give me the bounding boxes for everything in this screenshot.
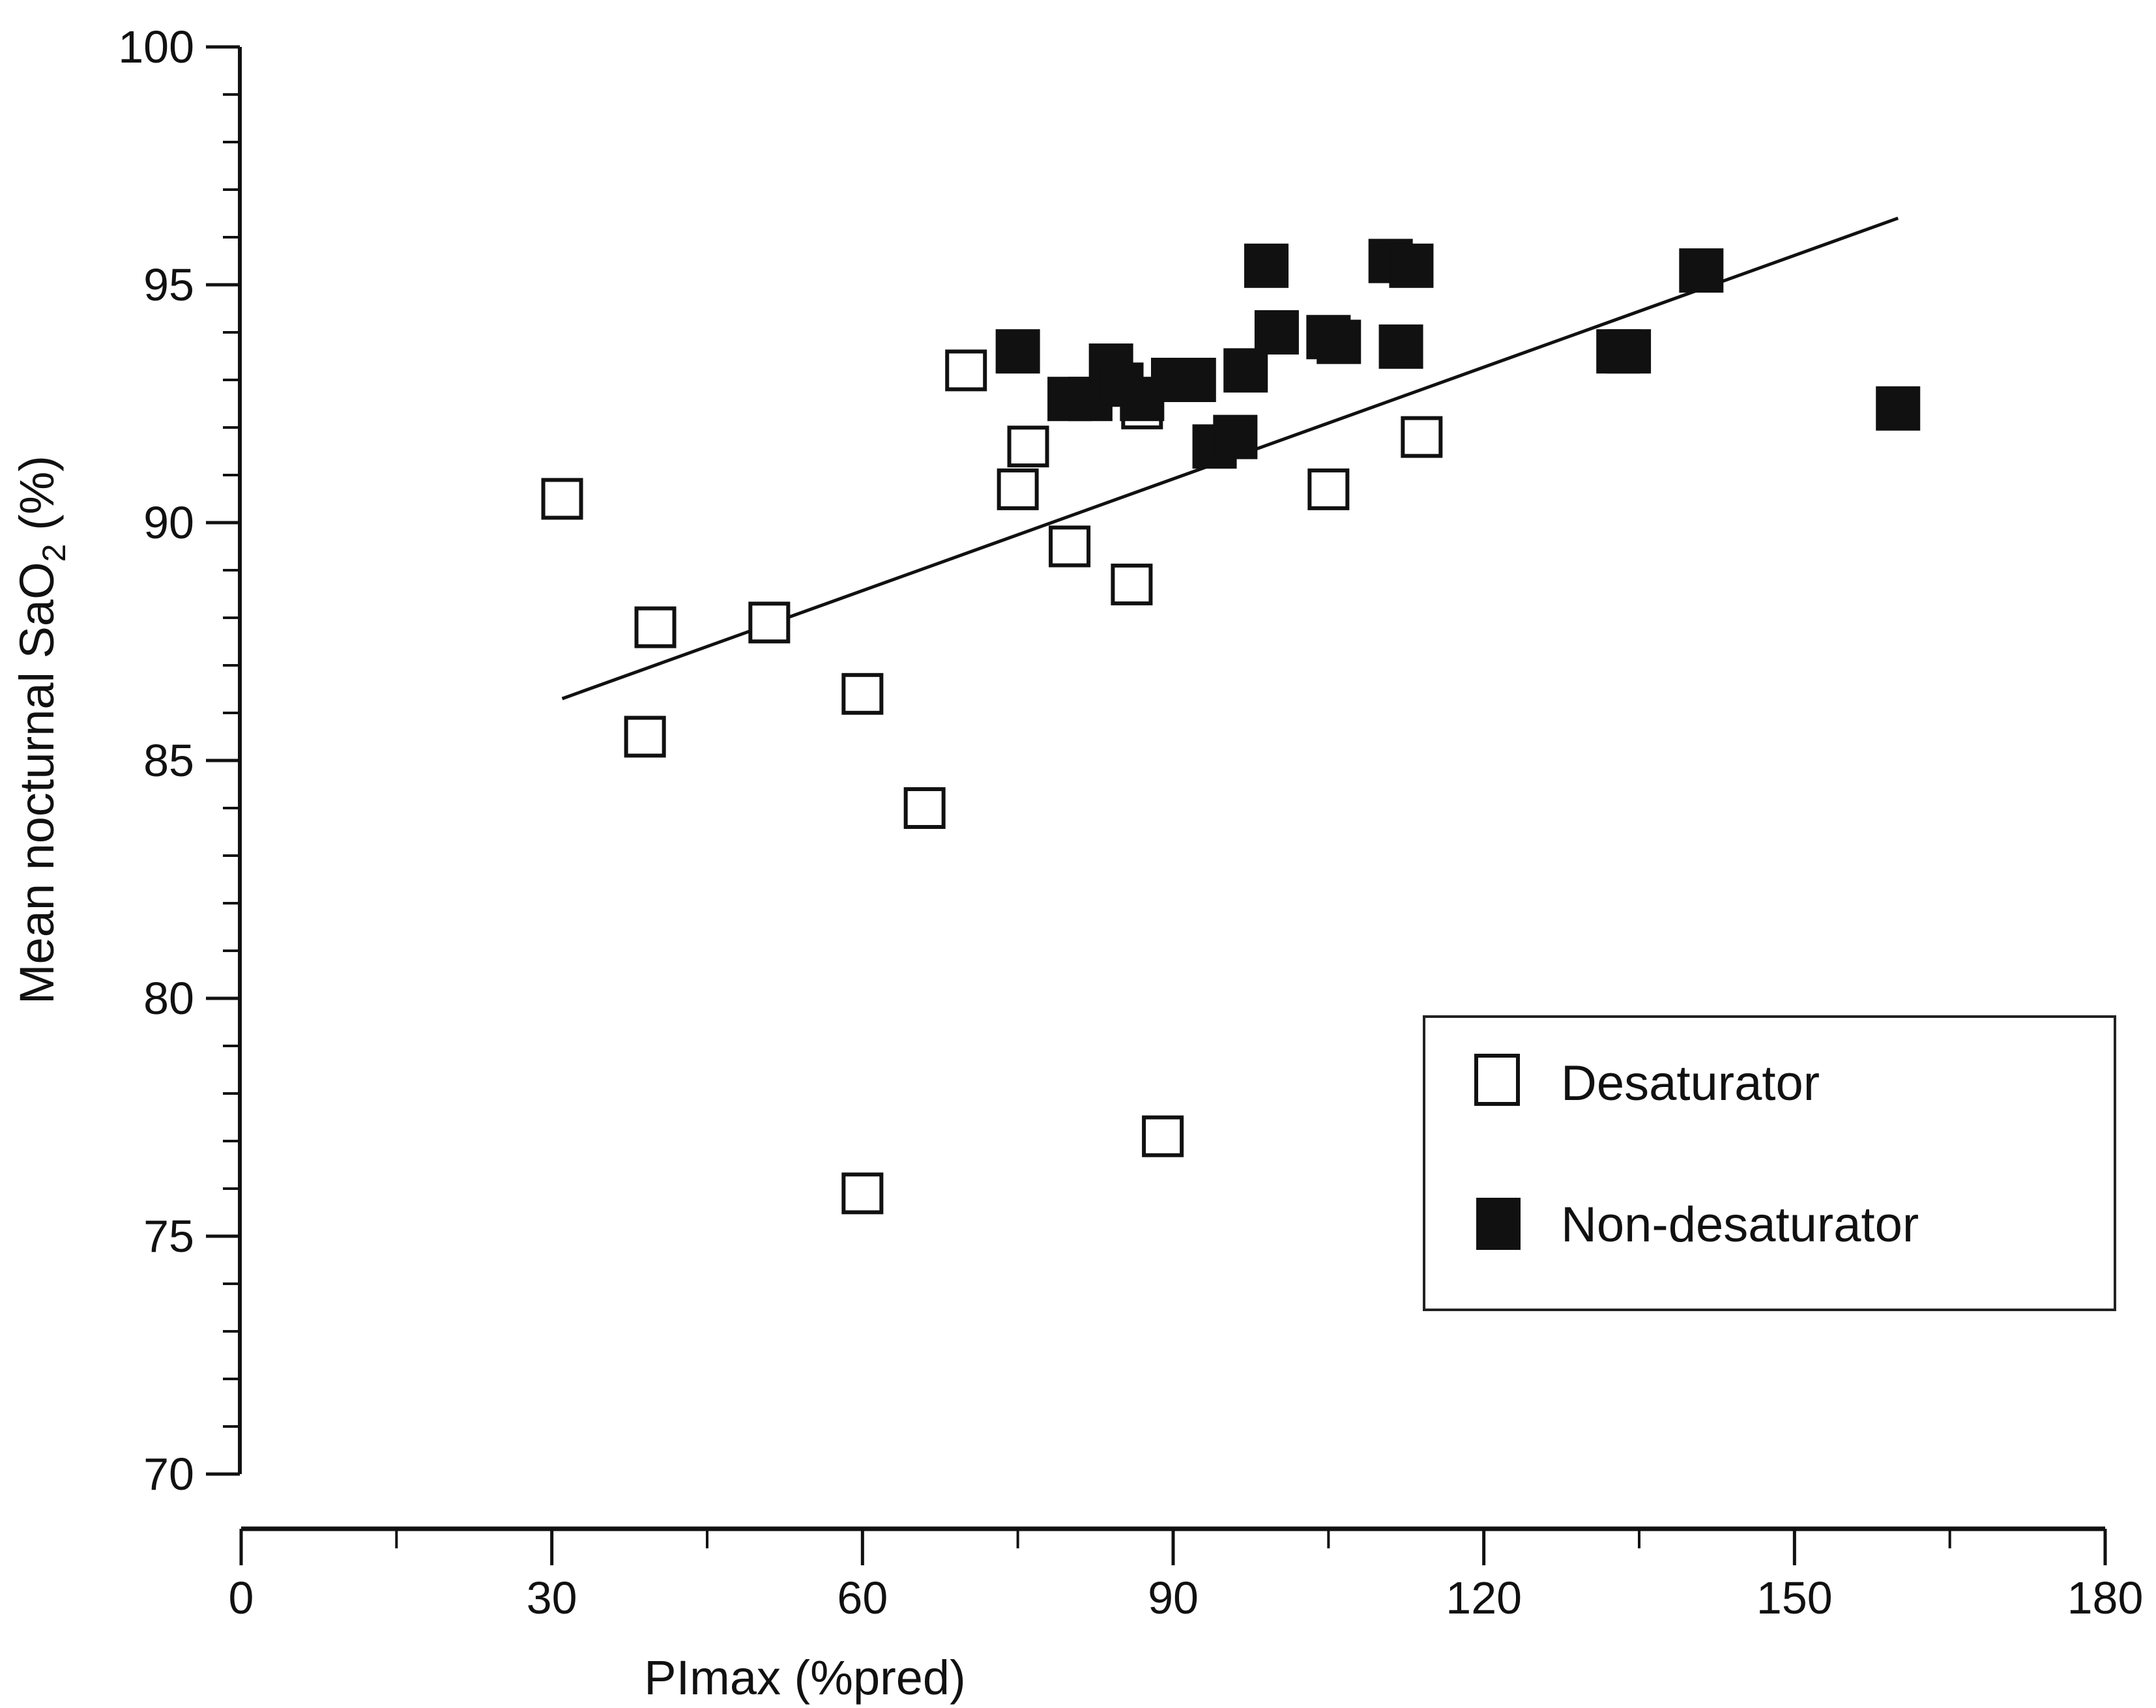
desaturator-point (1307, 468, 1350, 510)
desaturator-point (841, 673, 884, 715)
x-tick-label: 150 (1756, 1572, 1833, 1623)
non-desaturator-point (1171, 358, 1216, 402)
desaturator-point (1401, 416, 1443, 458)
desaturator-point (1111, 563, 1153, 605)
legend-label-non-desaturator: Non-desaturator (1561, 1197, 1919, 1252)
desaturator-point (748, 601, 791, 644)
y-tick-label: 70 (143, 1449, 194, 1499)
non-desaturator-point (1254, 310, 1299, 355)
non-desaturator-point (1244, 243, 1289, 288)
y-axis-title-main: Mean nocturnal SaO (10, 562, 64, 1004)
y-tick-label: 85 (143, 735, 194, 786)
y-axis-title: Mean nocturnal SaO2 (%) (10, 456, 72, 1004)
non-desaturator-point (1389, 243, 1434, 288)
legend-marker-non-desaturator (1476, 1198, 1521, 1250)
x-axis: 0 30 60 90 120 150 180 PImax (%pred) (229, 1526, 2144, 1705)
y-axis-title-suffix: (%) (10, 456, 64, 544)
desaturator-point (624, 716, 666, 758)
y-tick-label: 95 (143, 259, 194, 310)
desaturator-point (841, 1172, 884, 1215)
x-tick-label: 60 (837, 1572, 888, 1623)
y-tick-label: 100 (118, 22, 194, 72)
desaturator-point (945, 349, 987, 392)
non-desaturator-point (1317, 319, 1362, 364)
x-tick-label: 90 (1148, 1572, 1199, 1623)
desaturator-point (997, 468, 1039, 510)
x-tick-label: 180 (2067, 1572, 2144, 1623)
desaturator-point (1142, 1115, 1184, 1157)
y-ticks: 70 75 80 85 90 95 100 (118, 22, 240, 1499)
non-desaturator-point (1607, 329, 1652, 374)
non-desaturator-point (1223, 348, 1268, 393)
x-tick-label: 120 (1446, 1572, 1522, 1623)
x-tick-label: 30 (527, 1572, 577, 1623)
legend-marker-desaturator (1474, 1054, 1520, 1106)
legend-box (1423, 1015, 2116, 1311)
x-ticks: 0 30 60 90 120 150 180 (229, 1529, 2144, 1623)
non-desaturator-point (1876, 386, 1921, 431)
x-tick-label: 0 (229, 1572, 254, 1623)
desaturator-point (903, 787, 946, 829)
desaturator-point (1007, 426, 1049, 468)
y-axis-title-subscript: 2 (36, 544, 72, 562)
legend-label-desaturator: Desaturator (1561, 1056, 1820, 1111)
non-desaturator-point (995, 329, 1040, 374)
non-desaturator-point (1679, 248, 1724, 293)
non-desaturator-point (1378, 324, 1423, 369)
data-points (541, 239, 1921, 1215)
y-tick-label: 90 (143, 497, 194, 548)
non-desaturator-point (1213, 414, 1258, 459)
y-tick-label: 75 (143, 1211, 194, 1262)
y-tick-label: 80 (143, 973, 194, 1024)
y-axis: 70 75 80 85 90 95 100 Mean nocturnal SaO2 (%) (10, 22, 242, 1499)
x-axis-title: PImax (%pred) (644, 1651, 965, 1705)
desaturator-point (634, 606, 677, 648)
desaturator-point (1049, 525, 1091, 568)
desaturator-point (541, 478, 583, 520)
legend: Desaturator Non-desaturator (1423, 1015, 2116, 1311)
